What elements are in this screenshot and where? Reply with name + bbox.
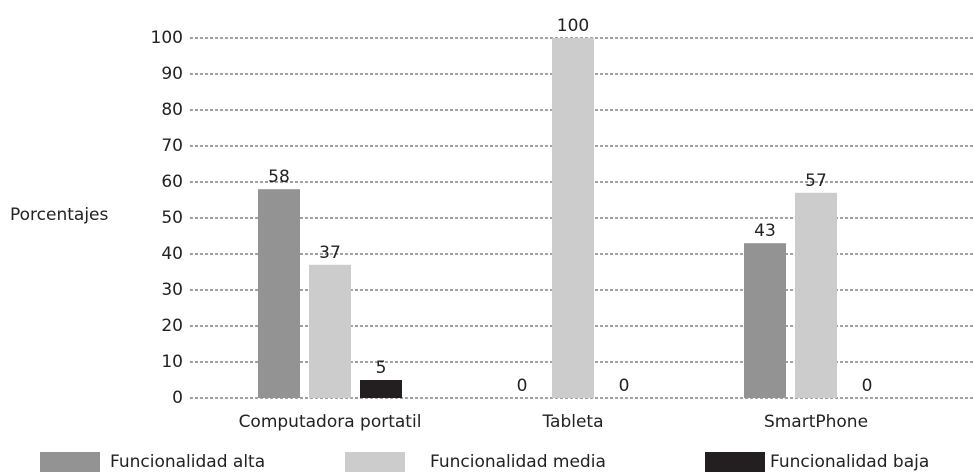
data-label: 43 xyxy=(754,221,776,241)
y-tick-label: 50 xyxy=(161,208,183,228)
y-tick-label: 80 xyxy=(161,100,183,120)
legend-label: Funcionalidad baja xyxy=(770,452,929,472)
legend-swatch xyxy=(345,452,405,472)
data-label: 5 xyxy=(376,358,387,378)
x-tick-label: Computadora portatil xyxy=(239,412,422,432)
data-label: 57 xyxy=(805,171,827,191)
data-label: 58 xyxy=(268,167,290,187)
x-tick-label: SmartPhone xyxy=(764,412,868,432)
bar xyxy=(360,380,402,398)
y-axis-label: Porcentajes xyxy=(10,205,109,225)
x-tick-label: Tableta xyxy=(541,412,603,432)
y-tick-label: 40 xyxy=(161,244,183,264)
data-label: 0 xyxy=(517,376,528,396)
y-tick-label: 90 xyxy=(161,64,183,84)
y-tick-label: 10 xyxy=(161,352,183,372)
y-tick-label: 70 xyxy=(161,136,183,156)
y-tick-label: 100 xyxy=(151,28,183,48)
bar xyxy=(258,189,300,398)
legend-swatch xyxy=(40,452,100,472)
y-tick-label: 30 xyxy=(161,280,183,300)
data-label: 0 xyxy=(619,376,630,396)
legend-swatch xyxy=(705,452,765,472)
y-tick-label: 60 xyxy=(161,172,183,192)
data-label: 0 xyxy=(862,376,873,396)
y-tick-label: 0 xyxy=(172,388,183,408)
bar xyxy=(744,243,786,398)
data-label: 100 xyxy=(557,16,589,36)
bar xyxy=(795,192,837,398)
bar xyxy=(552,38,594,398)
legend-label: Funcionalidad media xyxy=(430,452,606,472)
y-tick-label: 20 xyxy=(161,316,183,336)
data-label: 37 xyxy=(319,243,341,263)
bar xyxy=(309,264,351,398)
legend-label: Funcionalidad alta xyxy=(110,452,265,472)
